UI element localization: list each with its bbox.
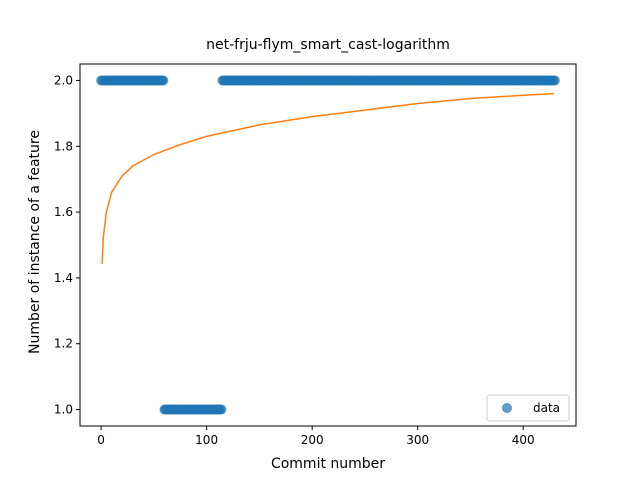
chart-title: net-frju-flym_smart_cast-logarithm bbox=[206, 37, 450, 53]
y-tick-label: 1.6 bbox=[54, 205, 73, 219]
x-tick-label: 400 bbox=[512, 433, 535, 447]
y-tick-label: 2.0 bbox=[54, 73, 73, 87]
legend: data bbox=[486, 394, 570, 422]
y-axis-label: Number of instance of a feature bbox=[27, 130, 43, 354]
legend-label-data: data bbox=[533, 401, 560, 415]
x-tick-label: 100 bbox=[195, 433, 218, 447]
axis-ticks: 0 100 200 300 400 1.0 1.2 1.4 1.6 1.8 2.0 bbox=[54, 73, 535, 447]
x-tick-label: 300 bbox=[406, 433, 429, 447]
y-tick-label: 1.8 bbox=[54, 139, 73, 153]
y-tick-label: 1.4 bbox=[54, 271, 73, 285]
data-point bbox=[216, 404, 227, 415]
x-axis-label: Commit number bbox=[271, 456, 385, 472]
plot-area bbox=[96, 75, 560, 415]
legend-box bbox=[486, 394, 570, 422]
x-tick-label: 200 bbox=[301, 433, 324, 447]
legend-marker-data bbox=[502, 403, 512, 413]
plot-frame bbox=[79, 63, 577, 427]
data-point bbox=[158, 75, 169, 86]
x-tick-label: 0 bbox=[97, 433, 105, 447]
fit-curve bbox=[101, 92, 554, 264]
y-tick-label: 1.2 bbox=[54, 337, 73, 351]
data-point bbox=[549, 75, 560, 86]
y-tick-label: 1.0 bbox=[54, 403, 73, 417]
